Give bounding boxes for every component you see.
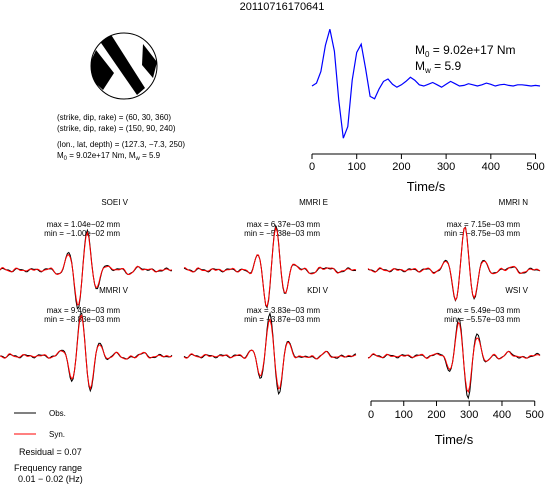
stf-tick-label: 300 <box>437 161 455 173</box>
waveform-x-axis-label: Time/s <box>435 432 474 447</box>
stf-tick-label: 100 <box>348 161 366 173</box>
focal-mechanism-beachball <box>90 32 158 100</box>
synthetic-waveform <box>0 314 173 391</box>
station-label: KDI V <box>307 286 329 295</box>
station-label: SOEI V <box>101 198 128 207</box>
beachball-compressional-band <box>99 33 145 95</box>
min-amplitude: min = −8.75e−03 mm <box>444 229 520 238</box>
residual-label: Residual = 0.07 <box>19 447 82 457</box>
synthetic-waveform <box>367 226 541 302</box>
max-amplitude: max = 3.83e−03 mm <box>247 306 321 315</box>
observed-waveform <box>367 317 541 400</box>
min-amplitude: min = −3.87e−03 mm <box>244 315 320 324</box>
beachball-compressional-lower <box>91 50 114 90</box>
waveform-tick-label: 300 <box>460 409 478 421</box>
stf-tick-label: 400 <box>482 161 500 173</box>
station-label: MMRI N <box>499 198 529 207</box>
stf-mw-label: Mw = 5.9 <box>415 59 461 75</box>
station-label: WSI V <box>505 286 528 295</box>
max-amplitude: max = 7.15e−03 mm <box>447 220 521 229</box>
max-amplitude: max = 6.37e−03 mm <box>247 220 321 229</box>
stf-x-axis-label: Time/s <box>407 179 446 194</box>
stf-m0-label: M0 = 9.02e+17 Nm <box>415 43 516 59</box>
moment-magnitude-line: M0 = 9.02e+17 Nm, Mw = 5.9 <box>57 151 161 162</box>
observed-waveform <box>0 228 172 310</box>
frequency-range-value: 0.01 − 0.02 (Hz) <box>18 474 83 484</box>
frequency-range-label: Frequency range <box>14 463 82 473</box>
nodal-plane-1: (strike, dip, rake) = (60, 30, 360) <box>57 113 171 122</box>
waveform-x-axis: 0 100 200 300 400 500 <box>368 400 544 421</box>
min-amplitude: min = −5.57e−03 mm <box>444 315 520 324</box>
legend-syn-label: Syn. <box>49 430 65 439</box>
waveform-tick-label: 400 <box>493 409 511 421</box>
waveform-tick-label: 0 <box>368 409 374 421</box>
legend-obs-label: Obs. <box>49 409 66 418</box>
source-time-function-chart: M0 = 9.02e+17 Nm Mw = 5.9 0 100 200 300 400 5… <box>309 29 545 194</box>
stf-series-line <box>311 29 541 139</box>
location-depth: (lon., lat, depth) = (127.3, −7.3, 250) <box>57 140 185 149</box>
station-label: MMRI E <box>299 198 328 207</box>
waveform-tick-label: 500 <box>526 409 544 421</box>
waveform-tick-label: 200 <box>427 409 445 421</box>
observed-waveform <box>183 311 357 396</box>
stf-tick-label: 500 <box>526 161 544 173</box>
station-label: MMRI V <box>99 286 129 295</box>
synthetic-waveform <box>367 321 541 394</box>
min-amplitude: min = −5.38e−03 mm <box>244 229 320 238</box>
beachball-compressional-right <box>142 44 157 78</box>
legend: Obs. Syn. <box>14 409 66 439</box>
event-id-title: 20110716170641 <box>240 1 325 13</box>
observed-waveform <box>183 224 357 309</box>
max-amplitude: max = 5.49e−03 mm <box>447 306 521 315</box>
max-amplitude: max = 9.46e−03 mm <box>47 306 121 315</box>
min-amplitude: min = −1.00e−02 mm <box>44 229 120 238</box>
beachball-outline <box>90 32 158 100</box>
synthetic-waveform <box>183 226 357 308</box>
synthetic-waveform <box>0 230 173 306</box>
stf-tick-label: 0 <box>309 161 315 173</box>
nodal-plane-2: (strike, dip, rake) = (150, 90, 240) <box>57 124 176 133</box>
stf-tick-label: 200 <box>392 161 410 173</box>
synthetic-waveform <box>183 318 357 390</box>
mechanism-info: (strike, dip, rake) = (60, 30, 360) (str… <box>57 113 185 162</box>
max-amplitude: max = 1.04e−02 mm <box>47 220 121 229</box>
waveform-tick-label: 100 <box>395 409 413 421</box>
stf-x-axis: 0 100 200 300 400 500 <box>309 153 545 173</box>
